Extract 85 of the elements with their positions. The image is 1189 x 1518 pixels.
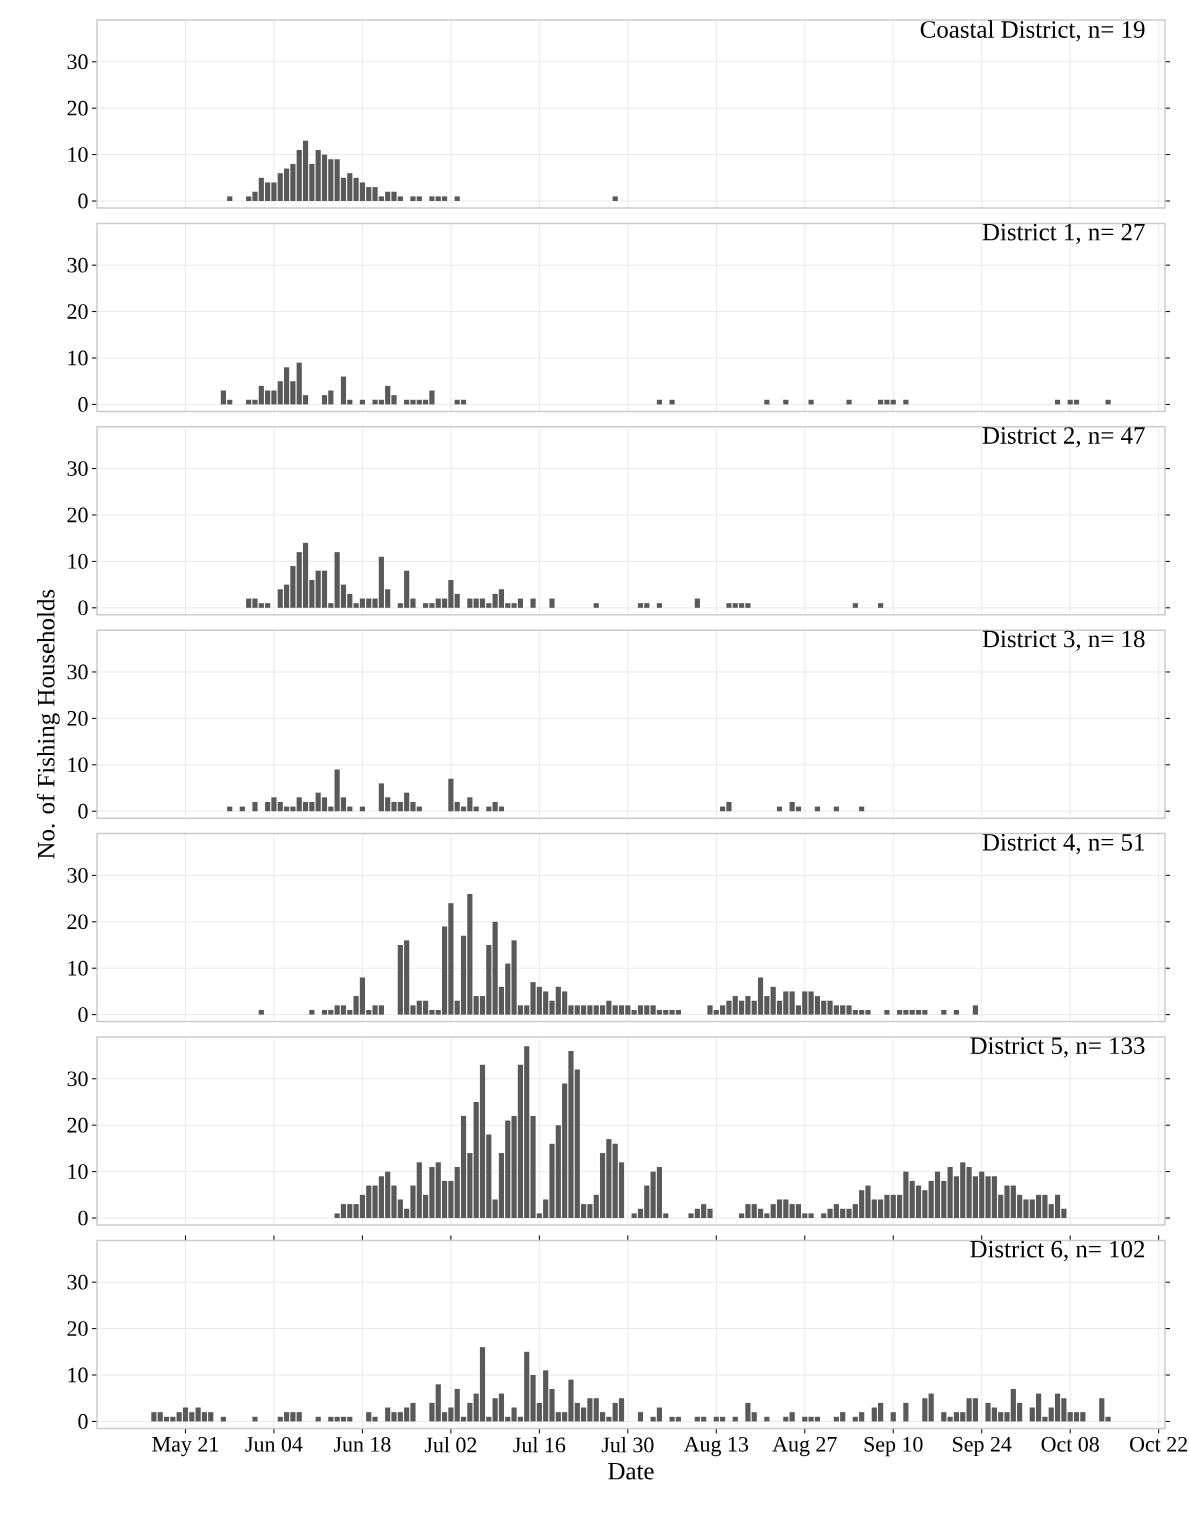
x-tick-label: Sep 24 bbox=[953, 1436, 1012, 1457]
y-tick-label: 0 bbox=[78, 397, 88, 412]
y-tick-label: 20 bbox=[67, 304, 88, 319]
bar bbox=[751, 1412, 757, 1422]
y-tick-label: 30 bbox=[67, 1071, 88, 1087]
x-tick-label: May 21 bbox=[152, 1436, 218, 1457]
bar bbox=[549, 598, 555, 608]
y-tick-label: 30 bbox=[67, 1274, 88, 1290]
bar bbox=[808, 1213, 814, 1219]
y-tick-label: 30 bbox=[67, 54, 88, 70]
y-tick-label: 20 bbox=[67, 507, 88, 523]
y-tick-label: 30 bbox=[67, 257, 88, 273]
y-tick-label: 20 bbox=[67, 710, 88, 726]
bar bbox=[227, 196, 233, 202]
chart-title: District 4, n= 51 bbox=[982, 833, 1144, 855]
y-tick-label: 20 bbox=[67, 100, 88, 116]
y-tick-label: 10 bbox=[68, 1164, 88, 1180]
y-tick-label: 0 bbox=[78, 1210, 88, 1226]
bar bbox=[151, 1412, 157, 1422]
x-tick-label: Aug 13 bbox=[683, 1436, 749, 1457]
y-tick-label: 10 bbox=[68, 960, 88, 976]
bar bbox=[454, 196, 460, 202]
bar bbox=[941, 1009, 947, 1015]
bar bbox=[296, 1412, 302, 1422]
bar bbox=[922, 1398, 928, 1422]
bar bbox=[612, 196, 618, 202]
bar bbox=[1099, 1398, 1105, 1422]
bar bbox=[972, 1005, 978, 1015]
x-axis-title: Date bbox=[608, 1463, 654, 1480]
y-tick-label: 20 bbox=[67, 914, 88, 930]
x-tick-label: Jul 16 bbox=[513, 1436, 566, 1453]
chart-title: District 1, n= 27 bbox=[982, 223, 1145, 245]
bar bbox=[309, 1009, 315, 1015]
y-tick-label: 10 bbox=[68, 350, 88, 366]
x-tick-label: Aug 27 bbox=[772, 1436, 837, 1457]
bar bbox=[903, 1402, 909, 1422]
bar bbox=[593, 603, 599, 608]
y-tick-label: 0 bbox=[78, 193, 88, 209]
bar bbox=[637, 1412, 644, 1422]
x-tick-label: Jul 02 bbox=[424, 1436, 477, 1453]
bar bbox=[789, 1412, 795, 1422]
y-tick-label: 30 bbox=[67, 867, 88, 883]
x-tick-label: Oct 08 bbox=[1041, 1436, 1099, 1452]
bar bbox=[656, 603, 663, 608]
y-axis-title: No. of Fishing Households bbox=[36, 589, 60, 859]
x-tick-label: Jun 18 bbox=[333, 1436, 391, 1452]
chart-title: District 3, n= 18 bbox=[982, 630, 1145, 651]
chart-title: District 6, n= 102 bbox=[970, 1240, 1145, 1262]
bar bbox=[454, 593, 460, 608]
y-tick-label: 10 bbox=[68, 757, 88, 773]
bar bbox=[846, 399, 852, 405]
bar bbox=[467, 598, 473, 608]
bar bbox=[745, 1402, 751, 1422]
x-tick-label: Jul 30 bbox=[601, 1436, 654, 1453]
x-tick-label: Oct 22 bbox=[1130, 1436, 1187, 1452]
x-tick-label: Sep 10 bbox=[864, 1436, 923, 1457]
bar bbox=[928, 1393, 934, 1422]
bar bbox=[694, 598, 700, 608]
chart-title: District 5, n= 133 bbox=[970, 1037, 1145, 1058]
bar bbox=[258, 1009, 264, 1015]
bar bbox=[252, 1416, 258, 1422]
bar bbox=[669, 399, 675, 405]
bar bbox=[252, 801, 258, 812]
bar bbox=[530, 598, 536, 608]
chart-title: Coastal District, n= 19 bbox=[920, 20, 1145, 42]
x-tick-label: Jun 04 bbox=[245, 1436, 303, 1452]
y-tick-label: 10 bbox=[68, 147, 88, 162]
bar bbox=[448, 778, 454, 812]
bar bbox=[890, 1412, 896, 1422]
y-tick-label: 30 bbox=[67, 461, 88, 476]
bar bbox=[878, 603, 884, 608]
y-tick-label: 30 bbox=[67, 664, 88, 680]
chart-title: District 2, n= 47 bbox=[982, 427, 1145, 448]
y-tick-label: 0 bbox=[78, 1007, 88, 1023]
bar bbox=[953, 1009, 960, 1015]
bar bbox=[852, 603, 858, 608]
bar bbox=[941, 1412, 947, 1422]
y-tick-label: 0 bbox=[78, 1414, 88, 1429]
y-tick-label: 0 bbox=[78, 803, 88, 819]
y-tick-label: 10 bbox=[68, 1367, 88, 1383]
bar bbox=[884, 1009, 890, 1015]
y-tick-label: 20 bbox=[67, 1117, 88, 1133]
y-tick-label: 20 bbox=[67, 1321, 88, 1336]
y-tick-label: 0 bbox=[78, 600, 88, 616]
y-tick-label: 10 bbox=[68, 554, 88, 569]
